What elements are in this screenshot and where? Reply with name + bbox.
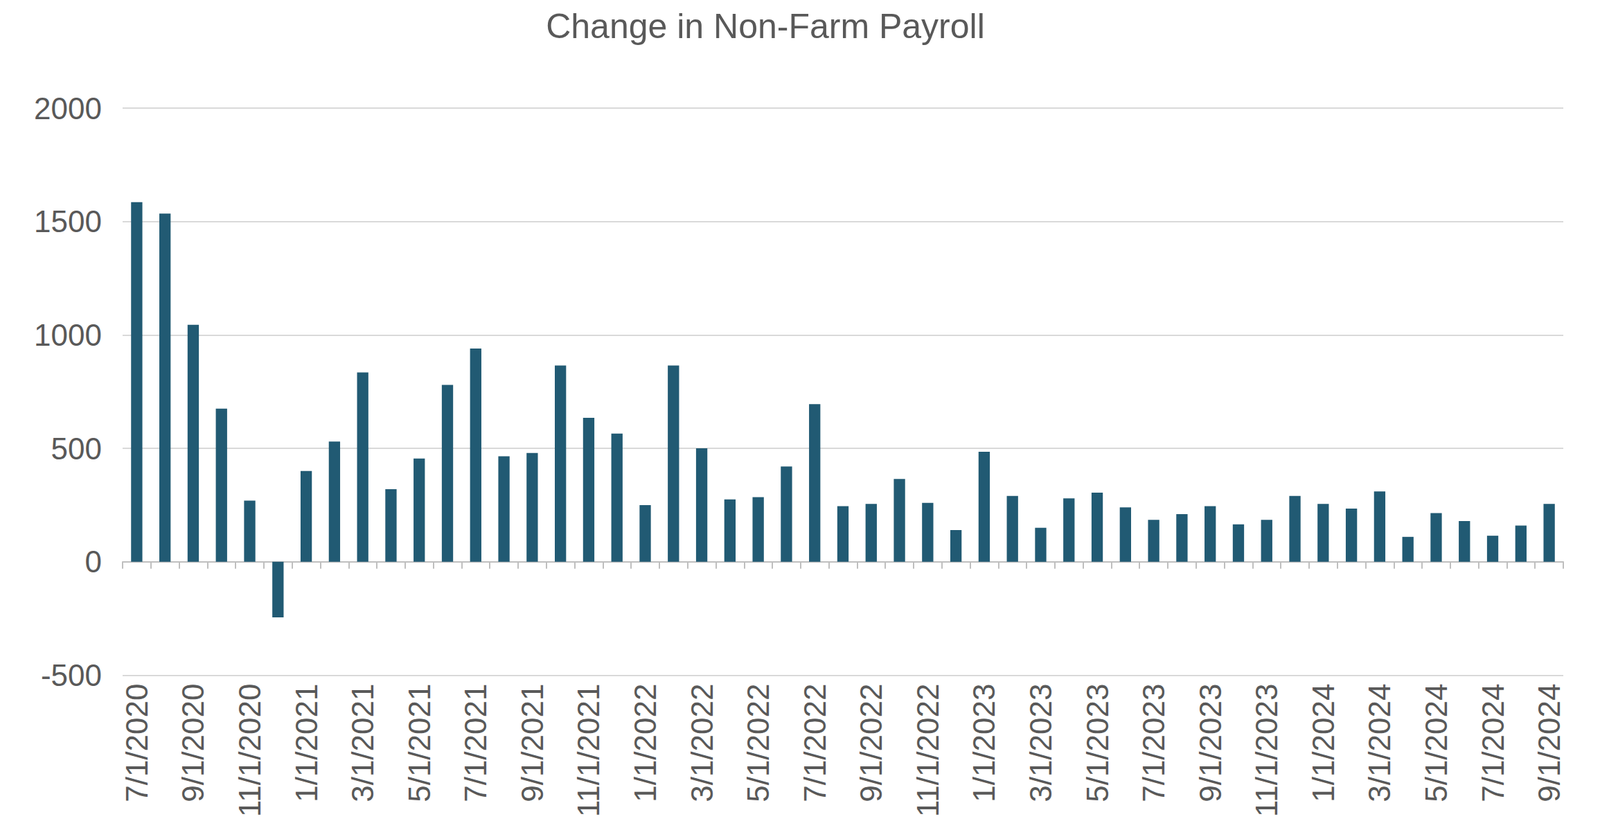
svg-text:1500: 1500 [33, 204, 102, 239]
svg-text:9/1/2020: 9/1/2020 [175, 683, 210, 803]
svg-text:2000: 2000 [33, 91, 102, 126]
svg-text:7/1/2021: 7/1/2021 [458, 683, 493, 803]
svg-text:1/1/2024: 1/1/2024 [1306, 683, 1341, 803]
svg-text:3/1/2024: 3/1/2024 [1362, 683, 1397, 803]
svg-text:11/1/2023: 11/1/2023 [1249, 683, 1284, 817]
svg-text:11/1/2020: 11/1/2020 [232, 683, 267, 817]
svg-text:3/1/2022: 3/1/2022 [685, 683, 719, 803]
svg-text:7/1/2020: 7/1/2020 [119, 683, 154, 803]
svg-text:5/1/2023: 5/1/2023 [1080, 683, 1115, 803]
svg-text:1/1/2022: 1/1/2022 [628, 683, 663, 803]
svg-text:11/1/2022: 11/1/2022 [910, 683, 945, 817]
svg-text:1000: 1000 [33, 317, 102, 352]
svg-text:1/1/2023: 1/1/2023 [966, 683, 1001, 803]
svg-text:3/1/2021: 3/1/2021 [345, 683, 380, 803]
svg-text:5/1/2024: 5/1/2024 [1419, 683, 1454, 803]
svg-text:5/1/2022: 5/1/2022 [741, 683, 776, 803]
svg-text:9/1/2023: 9/1/2023 [1193, 683, 1228, 803]
svg-text:7/1/2022: 7/1/2022 [797, 683, 832, 803]
svg-text:1/1/2021: 1/1/2021 [289, 683, 324, 803]
svg-text:11/1/2021: 11/1/2021 [571, 683, 606, 817]
svg-text:7/1/2024: 7/1/2024 [1476, 683, 1510, 803]
svg-text:-500: -500 [40, 658, 102, 692]
svg-text:3/1/2023: 3/1/2023 [1023, 683, 1058, 803]
svg-text:7/1/2023: 7/1/2023 [1136, 683, 1171, 803]
svg-text:500: 500 [51, 431, 102, 466]
svg-text:9/1/2024: 9/1/2024 [1532, 683, 1567, 803]
svg-text:9/1/2021: 9/1/2021 [515, 683, 550, 803]
svg-text:0: 0 [85, 544, 102, 579]
svg-text:Change in Non-Farm Payroll: Change in Non-Farm Payroll [545, 6, 985, 46]
svg-text:9/1/2022: 9/1/2022 [854, 683, 888, 803]
svg-text:5/1/2021: 5/1/2021 [402, 683, 437, 803]
